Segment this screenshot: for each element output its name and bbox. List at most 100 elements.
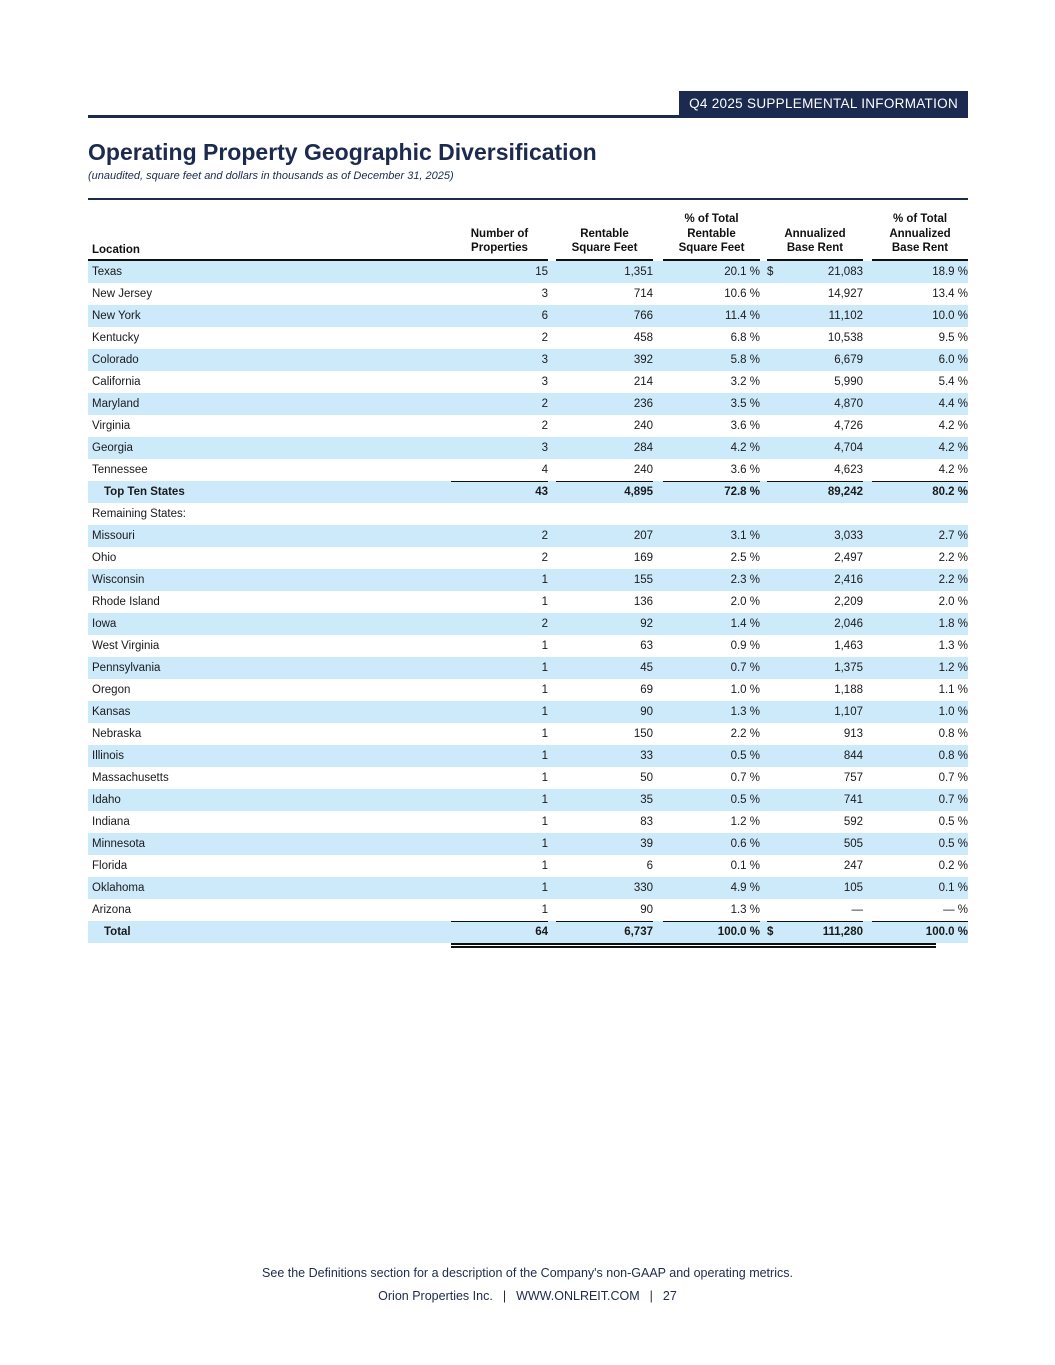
- table-row-tennessee: Tennessee 4 240 3.6 % 4,623 4.2 %: [88, 459, 968, 481]
- page-title: Operating Property Geographic Diversific…: [88, 139, 597, 165]
- table-row-arizona: Arizona 1 90 1.3 % — — %: [88, 899, 968, 921]
- table-row-iowa: Iowa 2 92 1.4 % 2,046 1.8 %: [88, 612, 968, 635]
- cell-pct-total-annualized-base-rent: 10.0 %: [932, 309, 968, 322]
- cell-location: Oklahoma: [92, 881, 145, 894]
- cell-number-of-properties: 4: [541, 463, 548, 476]
- cell-pct-total-annualized-base-rent: [872, 503, 968, 525]
- cell-location: Rhode Island: [92, 595, 160, 608]
- table-row-ohio: Ohio 2 169 2.5 % 2,497 2.2 %: [88, 547, 968, 569]
- table-row-indiana: Indiana 1 83 1.2 % 592 0.5 %: [88, 811, 968, 833]
- footer-separator: |: [502, 1289, 507, 1303]
- cell-pct-total-rentable-square-feet: 11.4 %: [725, 309, 760, 322]
- double-rule-segment: [548, 942, 645, 948]
- cell-pct-total-annualized-base-rent: 0.7 %: [938, 793, 968, 806]
- table-row-florida: Florida 1 6 0.1 % 247 0.2 %: [88, 855, 968, 877]
- cell-location: Indiana: [92, 815, 130, 828]
- cell-location: New Jersey: [92, 287, 153, 300]
- cell-rentable-square-feet: 150: [633, 727, 653, 740]
- cell-rentable-square-feet: 6: [646, 859, 653, 872]
- cell-pct-total-rentable-square-feet: 10.6 %: [724, 287, 760, 300]
- cell-annualized-base-rent: 4,870: [767, 393, 863, 415]
- cell-number-of-properties: 3: [541, 441, 548, 454]
- cell-number-of-properties: [451, 503, 548, 525]
- cell-pct-total-annualized-base-rent: 1.1 %: [938, 683, 968, 696]
- cell-location: Kansas: [92, 705, 131, 718]
- table-row-new-jersey: New Jersey 3 714 10.6 % 14,927 13.4 %: [88, 283, 968, 305]
- rent-value: 4,623: [834, 463, 863, 476]
- cell-location: Wisconsin: [92, 573, 145, 586]
- cell-pct-total-annualized-base-rent: 4.2 %: [938, 441, 968, 454]
- rent-value: 1,463: [834, 639, 863, 652]
- cell-location: Minnesota: [92, 837, 146, 850]
- cell-location: Idaho: [92, 793, 121, 806]
- cell-annualized-base-rent: 1,107: [767, 701, 863, 723]
- cell-rentable-square-feet: 90: [640, 705, 653, 718]
- cell-annualized-base-rent: —: [767, 899, 864, 921]
- rent-value: 6,679: [834, 353, 863, 366]
- cell-pct-total-rentable-square-feet: 2.2 %: [730, 727, 760, 740]
- table-header-row: Location Number of Properties Rentable S…: [88, 212, 968, 261]
- cell-number-of-properties: 1: [541, 639, 548, 652]
- cell-annualized-base-rent: 505: [767, 833, 863, 855]
- cell-pct-total-rentable-square-feet: 3.6 %: [730, 419, 760, 432]
- currency-symbol: $: [767, 265, 774, 278]
- cell-pct-total-rentable-square-feet: 0.9 %: [730, 639, 760, 652]
- cell-pct-total-annualized-base-rent: — %: [943, 903, 968, 916]
- cell-pct-total-annualized-base-rent: 13.4 %: [932, 287, 968, 300]
- table-row-illinois: Illinois 1 33 0.5 % 844 0.8 %: [88, 744, 968, 767]
- cell-number-of-properties: 1: [541, 815, 548, 828]
- cell-pct-total-rentable-square-feet: 2.5 %: [730, 551, 760, 564]
- cell-number-of-properties: 2: [541, 551, 548, 564]
- cell-location: Virginia: [92, 419, 131, 432]
- cell-annualized-base-rent: 247: [767, 855, 863, 877]
- table-row-oklahoma: Oklahoma 1 330 4.9 % 105 0.1 %: [88, 876, 968, 899]
- table-row-kentucky: Kentucky 2 458 6.8 % 10,538 9.5 %: [88, 327, 968, 349]
- cell-annualized-base-rent: 5,990: [767, 371, 863, 393]
- cell-location: Tennessee: [92, 463, 148, 476]
- cell-pct-total-annualized-base-rent: 0.8 %: [938, 727, 968, 740]
- cell-pct-total-rentable-square-feet: 2.0 %: [730, 595, 760, 608]
- cell-number-of-properties: 43: [451, 480, 548, 503]
- cell-number-of-properties: 2: [541, 331, 548, 344]
- cell-number-of-properties: 2: [541, 617, 548, 630]
- rent-value: 592: [843, 815, 863, 828]
- cell-pct-total-annualized-base-rent: 2.7 %: [938, 529, 968, 542]
- cell-pct-total-rentable-square-feet: 1.0 %: [730, 683, 760, 696]
- column-header-rentable-square-feet: Rentable Square Feet: [556, 227, 653, 261]
- cell-number-of-properties: 2: [541, 419, 548, 432]
- cell-rentable-square-feet: 4,895: [556, 480, 653, 503]
- cell-number-of-properties: 3: [541, 287, 548, 300]
- table-row-remaining-states: Remaining States:: [88, 503, 968, 525]
- cell-annualized-base-rent: 1,188: [767, 679, 863, 701]
- cell-annualized-base-rent: 11,102: [767, 305, 863, 327]
- cell-location: Illinois: [92, 749, 124, 762]
- cell-pct-total-annualized-base-rent: 0.8 %: [938, 749, 968, 762]
- column-header-number-of-properties: Number of Properties: [451, 227, 548, 261]
- cell-annualized-base-rent: 1,375: [767, 657, 863, 679]
- cell-number-of-properties: 1: [541, 573, 548, 586]
- cell-pct-total-rentable-square-feet: 20.1 %: [724, 265, 760, 278]
- cell-number-of-properties: 1: [541, 595, 548, 608]
- table-row-pennsylvania: Pennsylvania 1 45 0.7 % 1,375 1.2 %: [88, 656, 968, 679]
- table-row-colorado: Colorado 3 392 5.8 % 6,679 6.0 %: [88, 348, 968, 371]
- geographic-diversification-table: Texas 15 1,351 20.1 % $21,083 18.9 % New Jerse…: [88, 260, 968, 943]
- footer-url: WWW.ONLREIT.COM: [516, 1289, 640, 1303]
- cell-pct-total-rentable-square-feet: 1.3 %: [730, 903, 760, 916]
- cell-number-of-properties: 3: [541, 375, 548, 388]
- cell-number-of-properties: 1: [541, 771, 548, 784]
- cell-annualized-base-rent: 741: [767, 789, 863, 811]
- cell-pct-total-rentable-square-feet: 3.6 %: [730, 463, 760, 476]
- cell-pct-total-rentable-square-feet: 5.8 %: [730, 353, 760, 366]
- cell-pct-total-annualized-base-rent: 2.2 %: [938, 551, 968, 564]
- total-double-rule-row: [88, 942, 968, 951]
- cell-location: Colorado: [92, 353, 139, 366]
- table-row-west-virginia: West Virginia 1 63 0.9 % 1,463 1.3 %: [88, 635, 968, 657]
- cell-location: Oregon: [92, 683, 131, 696]
- cell-rentable-square-feet: 33: [640, 749, 653, 762]
- cell-pct-total-rentable-square-feet: 1.4 %: [730, 617, 760, 630]
- cell-location: Missouri: [92, 529, 135, 542]
- cell-rentable-square-feet: 1,351: [624, 265, 653, 278]
- cell-rentable-square-feet: 6,737: [556, 920, 653, 943]
- cell-rentable-square-feet: 136: [633, 595, 653, 608]
